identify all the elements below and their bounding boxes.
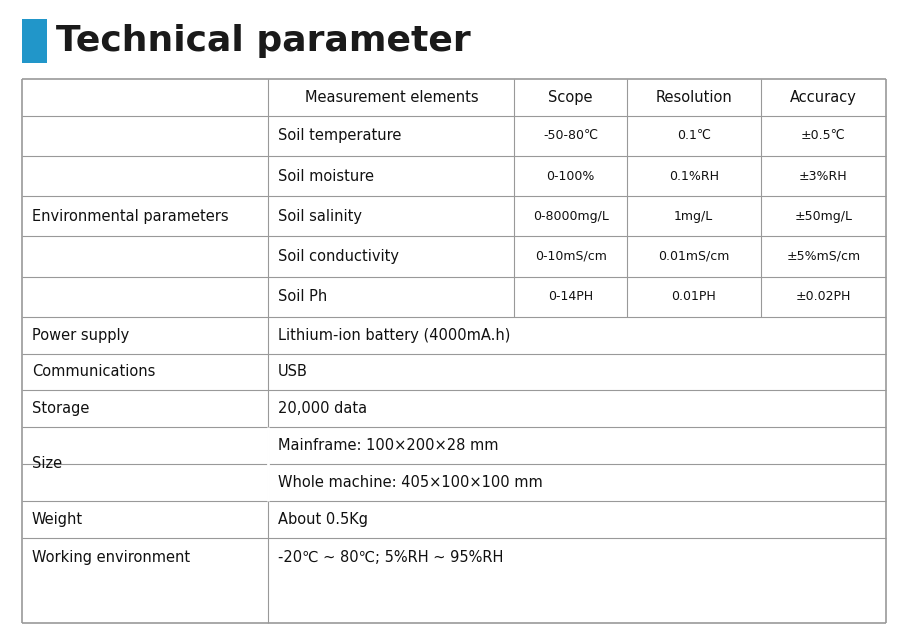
Text: Storage: Storage bbox=[32, 401, 90, 416]
Text: -50-80℃: -50-80℃ bbox=[543, 129, 598, 142]
Text: Soil conductivity: Soil conductivity bbox=[278, 249, 400, 264]
Text: Measurement elements: Measurement elements bbox=[304, 90, 478, 105]
Text: 0.01PH: 0.01PH bbox=[671, 290, 716, 303]
Text: Communications: Communications bbox=[32, 365, 155, 379]
FancyBboxPatch shape bbox=[22, 19, 47, 63]
Text: 0.01mS/cm: 0.01mS/cm bbox=[658, 250, 729, 263]
Text: Resolution: Resolution bbox=[655, 90, 732, 105]
Text: 0-100%: 0-100% bbox=[546, 170, 595, 183]
Text: Lithium-ion battery (4000mA.h): Lithium-ion battery (4000mA.h) bbox=[278, 328, 511, 342]
Text: About 0.5Kg: About 0.5Kg bbox=[278, 512, 368, 527]
Text: 1mg/L: 1mg/L bbox=[674, 210, 713, 223]
Text: Working environment: Working environment bbox=[32, 550, 190, 565]
Text: 0-10mS/cm: 0-10mS/cm bbox=[535, 250, 607, 263]
Text: Accuracy: Accuracy bbox=[790, 90, 857, 105]
Text: ±50mg/L: ±50mg/L bbox=[795, 210, 853, 223]
Text: Soil salinity: Soil salinity bbox=[278, 209, 362, 224]
Text: Soil moisture: Soil moisture bbox=[278, 169, 374, 183]
Text: Scope: Scope bbox=[548, 90, 593, 105]
Text: Size: Size bbox=[32, 456, 63, 472]
Text: USB: USB bbox=[278, 365, 308, 379]
Text: Technical parameter: Technical parameter bbox=[56, 24, 471, 58]
Text: Soil Ph: Soil Ph bbox=[278, 289, 327, 304]
Text: Whole machine: 405×100×100 mm: Whole machine: 405×100×100 mm bbox=[278, 475, 543, 490]
Text: Soil temperature: Soil temperature bbox=[278, 128, 401, 144]
Text: 0.1℃: 0.1℃ bbox=[677, 129, 710, 142]
Text: Mainframe: 100×200×28 mm: Mainframe: 100×200×28 mm bbox=[278, 438, 498, 453]
Text: Environmental parameters: Environmental parameters bbox=[32, 209, 228, 224]
Text: ±5%mS/cm: ±5%mS/cm bbox=[786, 250, 861, 263]
Text: 20,000 data: 20,000 data bbox=[278, 401, 367, 416]
Text: ±3%RH: ±3%RH bbox=[799, 170, 848, 183]
Text: 0-14PH: 0-14PH bbox=[548, 290, 593, 303]
Text: 0-8000mg/L: 0-8000mg/L bbox=[533, 210, 609, 223]
Text: 0.1%RH: 0.1%RH bbox=[669, 170, 718, 183]
Text: Weight: Weight bbox=[32, 512, 83, 527]
Text: -20℃ ~ 80℃; 5%RH ~ 95%RH: -20℃ ~ 80℃; 5%RH ~ 95%RH bbox=[278, 550, 504, 565]
Text: Power supply: Power supply bbox=[32, 328, 130, 342]
Text: ±0.5℃: ±0.5℃ bbox=[801, 129, 845, 142]
Text: ±0.02PH: ±0.02PH bbox=[795, 290, 851, 303]
